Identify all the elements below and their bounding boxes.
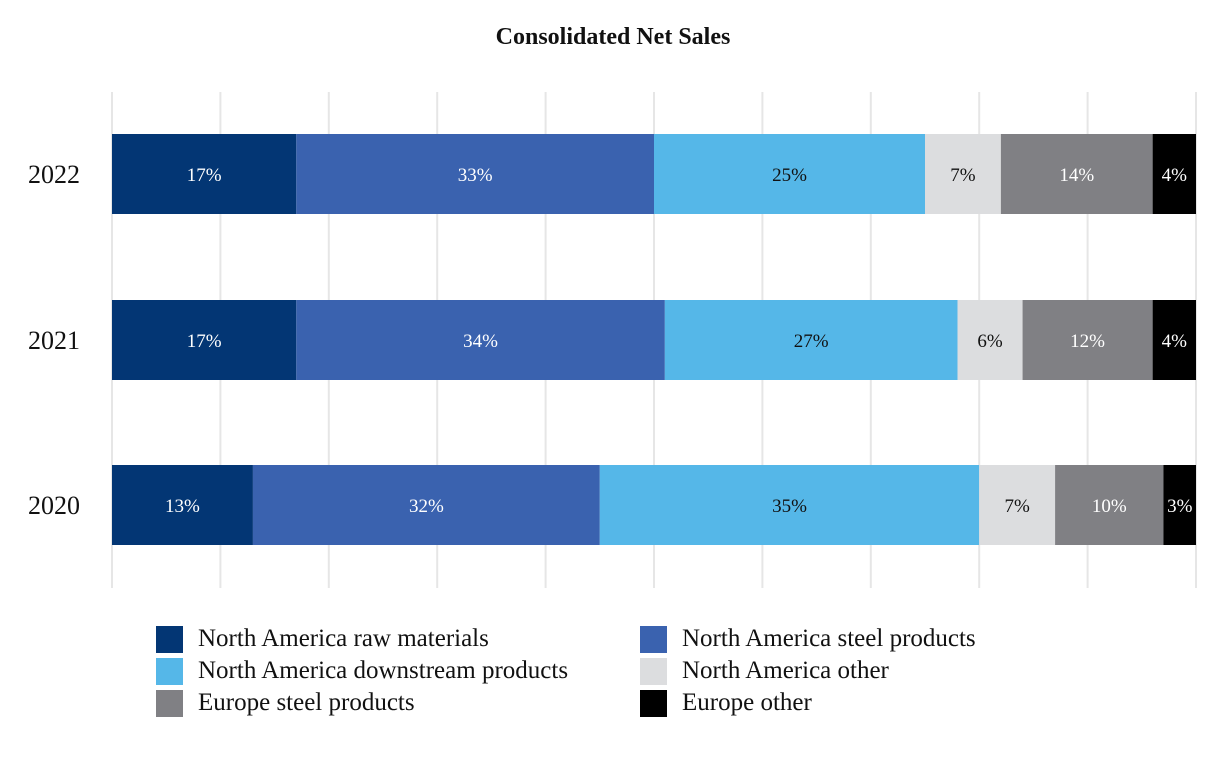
legend-item: North America downstream products: [156, 656, 568, 686]
legend-item: Europe steel products: [156, 688, 415, 718]
data-label: 27%: [794, 331, 829, 352]
bar-segment: [296, 134, 654, 214]
legend-swatch: [640, 625, 667, 653]
data-label: 13%: [165, 496, 200, 517]
legend-item: Europe other: [640, 688, 812, 718]
bar-segment: [112, 134, 297, 214]
legend-label: North America steel products: [682, 625, 976, 652]
bar-segment: [1152, 300, 1196, 380]
data-label: 17%: [187, 331, 222, 352]
bar-segment: [1000, 134, 1153, 214]
bar-segment: [1022, 300, 1153, 380]
data-label: 34%: [463, 331, 498, 352]
data-label: 33%: [458, 165, 493, 186]
data-label: 10%: [1092, 496, 1127, 517]
data-label: 6%: [977, 331, 1003, 352]
legend-label: Europe other: [682, 689, 812, 716]
data-label: 14%: [1059, 165, 1094, 186]
data-label: 7%: [1004, 496, 1030, 517]
legend-swatch: [640, 657, 667, 685]
data-label: 4%: [1162, 165, 1188, 186]
bar-segment: [664, 300, 958, 380]
y-tick-label: 2020: [28, 491, 80, 520]
data-label: 25%: [772, 165, 807, 186]
bar-segment: [925, 134, 1001, 214]
bar-segment: [599, 465, 980, 545]
bar-segment: [252, 465, 600, 545]
legend-label: North America downstream products: [198, 657, 569, 684]
legend-label: Europe steel products: [198, 689, 415, 716]
bar-segment: [112, 300, 297, 380]
bar-segment: [1163, 465, 1196, 545]
bar-segment: [112, 465, 253, 545]
data-label: 32%: [409, 496, 444, 517]
data-label: 3%: [1167, 496, 1193, 517]
data-label: 35%: [772, 496, 807, 517]
bar-segment: [1152, 134, 1196, 214]
bar-segment: [957, 300, 1023, 380]
legend-label: North America raw materials: [198, 625, 489, 652]
data-label: 12%: [1070, 331, 1105, 352]
legend-item: North America steel products: [640, 624, 976, 654]
bar-segment: [296, 300, 665, 380]
data-label: 4%: [1162, 331, 1188, 352]
legend-item: North America raw materials: [156, 624, 489, 654]
bar-segment: [654, 134, 925, 214]
y-tick-label: 2021: [28, 326, 80, 355]
chart-title: Consolidated Net Sales: [495, 24, 731, 50]
legend-label: North America other: [682, 657, 889, 684]
y-tick-label: 2022: [28, 160, 80, 189]
bar-segment: [979, 465, 1056, 545]
legend-swatch: [640, 689, 667, 717]
legend-item: North America other: [640, 656, 889, 686]
legend-swatch: [156, 657, 183, 685]
bar-segment: [1055, 465, 1164, 545]
legend-swatch: [156, 625, 183, 653]
legend-swatch: [156, 689, 183, 717]
data-label: 17%: [187, 165, 222, 186]
data-label: 7%: [950, 165, 976, 186]
